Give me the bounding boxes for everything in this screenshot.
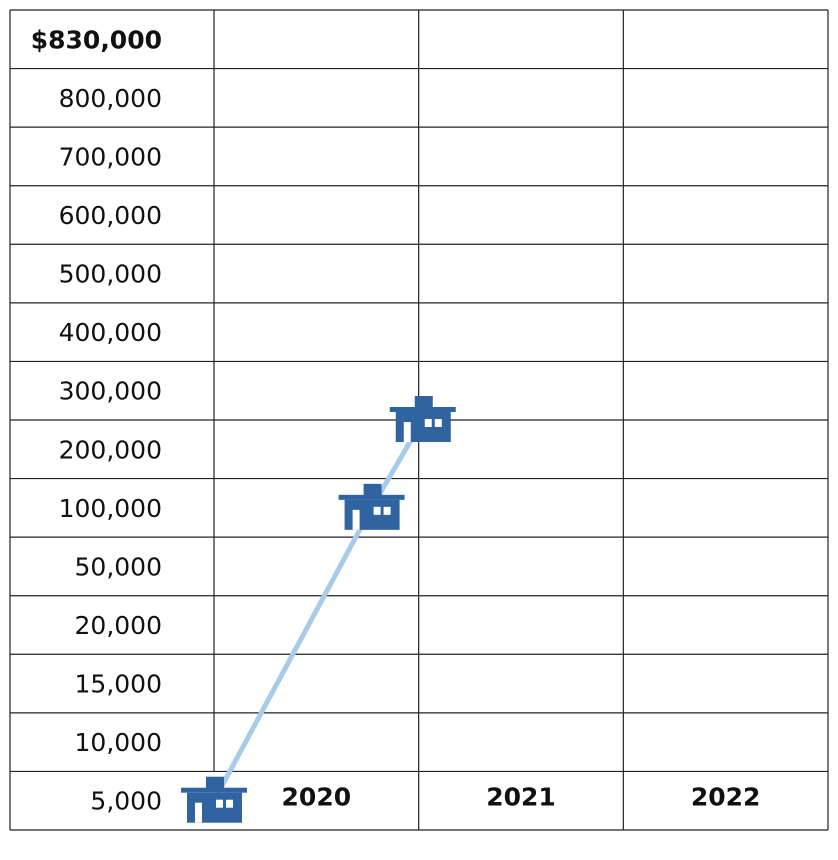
roof [389,407,456,412]
chimney [414,396,433,408]
door [352,509,360,530]
window [424,419,432,427]
y-tick-label: 20,000 [75,611,162,640]
y-tick-label: 100,000 [59,494,162,523]
window [226,799,233,808]
y-tick-label: 500,000 [59,260,162,289]
chimney [206,776,224,789]
door [403,422,411,442]
house-marker [338,483,405,530]
window [373,506,381,515]
window [434,419,442,427]
house-marker [389,396,456,442]
y-tick-label: 300,000 [59,377,162,406]
roof [338,494,405,500]
y-tick-label: 600,000 [59,201,162,230]
y-tick-label: 700,000 [59,142,162,171]
y-tick-label: 10,000 [75,728,162,757]
house-marker [181,776,247,823]
window [216,799,223,808]
y-tick-label: 800,000 [59,84,162,113]
chimney [363,483,382,496]
roof [181,787,247,793]
y-tick-label: 50,000 [75,552,162,581]
y-tick-label: 400,000 [59,318,162,347]
y-tick-label: 200,000 [59,435,162,464]
y-tick-label: 5,000 [90,787,162,816]
y-tick-label: 15,000 [75,670,162,699]
x-tick-label: 2022 [691,783,761,812]
x-tick-label: 2021 [486,783,556,812]
x-tick-label: 2020 [282,783,352,812]
line [211,418,425,802]
y-tick-label: $830,000 [31,25,162,54]
window [383,506,391,515]
door [195,802,202,823]
